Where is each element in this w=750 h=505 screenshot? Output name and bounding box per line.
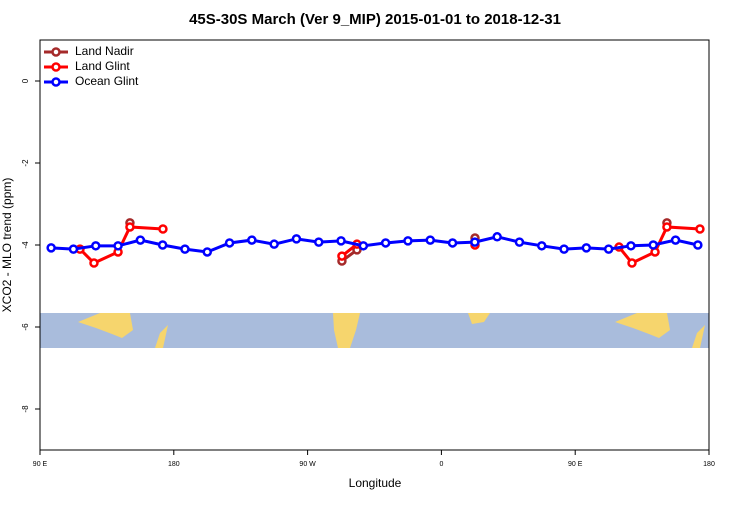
point [514,237,525,247]
map-land [615,313,670,338]
map-land [155,325,168,348]
x-tick-label: 0 [439,461,443,468]
legend-label: Land Glint [75,59,130,73]
map-land [692,325,705,348]
point [46,243,56,253]
point [380,238,391,248]
point [336,236,346,246]
point [425,235,435,245]
point [626,241,636,251]
legend-label: Land Nadir [75,44,134,58]
point [157,240,168,250]
y-tick-label: 0 [21,78,30,83]
point [113,241,123,251]
x-tick-label: 90 W [299,461,316,468]
point [695,224,705,234]
map-land [78,313,133,338]
point [68,244,79,254]
point [470,237,480,247]
legend-label: Ocean Glint [75,74,139,88]
point [91,241,101,251]
y-tick-label: -2 [21,159,30,167]
point [492,232,502,242]
point [662,222,672,232]
point [559,244,569,254]
point [447,238,458,248]
x-tick-label: 90 E [568,461,583,468]
legend-marker [51,62,61,72]
y-tick-label: -8 [21,405,30,413]
y-axis-label: XCO2 - MLO trend (ppm) [0,178,14,313]
point [135,235,146,245]
point [314,237,324,247]
x-tick-label: 180 [703,461,715,468]
point [158,224,168,234]
legend-marker [51,77,61,87]
point [337,251,347,261]
point [202,247,212,257]
point [125,222,135,232]
x-tick-label: 90 E [33,461,48,468]
point [603,244,614,254]
point [224,238,235,248]
point [648,240,658,250]
map-ocean [40,313,709,348]
point [403,236,413,246]
point [89,258,99,268]
y-tick-label: -4 [21,241,30,249]
legend-marker [51,47,61,57]
series-line [51,235,699,254]
point [358,241,369,251]
chart-title: 45S-30S March (Ver 9_MIP) 2015-01-01 to … [189,11,561,28]
map-land [333,313,360,348]
x-axis-label: Longitude [349,476,402,490]
map-strip [40,313,709,348]
x-tick-label: 180 [168,461,180,468]
point [627,258,637,268]
point [180,244,190,254]
point [269,239,279,249]
map-land [468,313,490,324]
point [670,235,681,245]
point [247,235,257,245]
point [291,234,302,244]
y-tick-label: -6 [21,323,30,331]
point [581,243,592,253]
point [693,240,703,250]
point [537,241,547,251]
